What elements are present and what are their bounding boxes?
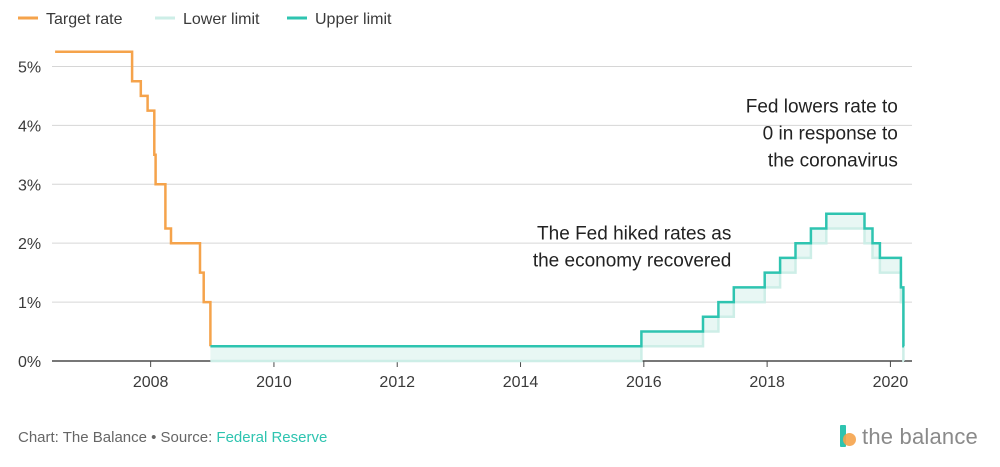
- footer-credit: Chart: The Balance • Source:: [18, 429, 217, 446]
- source-link[interactable]: Federal Reserve: [216, 429, 328, 446]
- y-tick-label: 5%: [18, 59, 41, 76]
- legend-target-label: Target rate: [46, 11, 123, 28]
- annotation-text: the coronavirus: [768, 151, 898, 172]
- y-tick-label: 3%: [18, 177, 41, 194]
- y-tick-label: 2%: [18, 236, 41, 253]
- x-axis: 2008 2010 2012 2014 2016 2018 2020: [133, 361, 908, 391]
- brand-logo: the balance: [840, 424, 978, 450]
- y-tick-label: 0%: [18, 354, 41, 371]
- chart-footer: Chart: The Balance • Source: Federal Res…: [18, 429, 327, 446]
- x-tick-label: 2010: [256, 374, 292, 391]
- logo-icon: [840, 425, 858, 449]
- y-tick-label: 1%: [18, 295, 41, 312]
- x-tick-label: 2014: [503, 374, 539, 391]
- target-rate-line: [55, 50, 212, 347]
- lower-limit-line: [210, 227, 905, 363]
- y-tick-label: 4%: [18, 118, 41, 135]
- plot-area: [55, 50, 905, 363]
- annotation-text: The Fed hiked rates as: [537, 224, 731, 245]
- logo-text: the balance: [862, 424, 978, 449]
- legend-lower-label: Lower limit: [183, 11, 260, 28]
- x-tick-label: 2008: [133, 374, 169, 391]
- x-tick-label: 2012: [379, 374, 415, 391]
- x-tick-label: 2020: [873, 374, 909, 391]
- annotation-text: 0 in response to: [763, 124, 898, 145]
- x-tick-label: 2016: [626, 374, 662, 391]
- upper-limit-line: [210, 212, 905, 348]
- annotation-text: the economy recovered: [533, 251, 732, 272]
- legend-upper-label: Upper limit: [315, 11, 392, 28]
- y-axis: 0% 1% 2% 3% 4% 5%: [18, 59, 41, 371]
- chart-legend: Target rate Lower limit Upper limit: [18, 11, 392, 28]
- x-tick-label: 2018: [749, 374, 785, 391]
- annotation-text: Fed lowers rate to: [746, 97, 898, 118]
- chart-annotations: The Fed hiked rates as the economy recove…: [533, 97, 898, 272]
